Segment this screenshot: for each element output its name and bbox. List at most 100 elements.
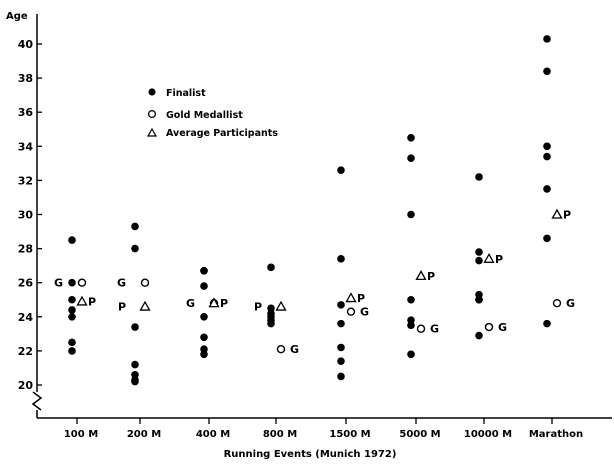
y-tick-label: 24 xyxy=(18,311,34,324)
gold-medallist-label: G xyxy=(290,343,299,356)
finalist-point xyxy=(543,152,551,161)
finalist-point xyxy=(475,331,483,340)
average-participant-point xyxy=(76,295,88,306)
finalist-point xyxy=(131,360,139,369)
finalist-point xyxy=(267,319,275,328)
finalist-point xyxy=(407,350,415,359)
y-tick-label: 28 xyxy=(18,243,33,256)
gold-medallist-label: G xyxy=(498,321,507,334)
y-tick-label: 30 xyxy=(18,209,34,222)
average-participant-point xyxy=(483,253,495,263)
x-tick-label: 200 M xyxy=(127,429,161,440)
y-axis-break xyxy=(31,391,43,411)
x-tick-label: 100 M xyxy=(64,429,98,440)
gold-medallist-point xyxy=(416,324,426,333)
average-participant-label: P xyxy=(427,270,435,283)
finalist-point xyxy=(337,301,345,309)
y-axis-title: Age xyxy=(6,11,28,22)
y-tick-label: 32 xyxy=(18,174,33,187)
legend-average-marker xyxy=(146,127,158,137)
x-tick-label: Marathon xyxy=(529,429,583,440)
finalist-point xyxy=(543,319,551,328)
finalist-point xyxy=(68,278,76,287)
legend: Finalist Gold Medallist Average Particip… xyxy=(146,88,278,139)
finalist-point xyxy=(200,350,208,359)
legend-finalist-label: Finalist xyxy=(166,88,206,99)
x-tick-label: 800 M xyxy=(263,429,297,440)
finalist-point xyxy=(200,282,208,290)
average-participant-label: P xyxy=(563,209,571,222)
legend-gold-marker xyxy=(147,109,157,119)
finalist-point xyxy=(543,67,551,76)
average-participant-point xyxy=(139,300,151,311)
x-tick-label: 1500 M xyxy=(329,429,370,440)
finalist-point xyxy=(407,133,415,142)
y-tick-label: 22 xyxy=(18,345,33,358)
gold-medallist-point xyxy=(484,322,494,332)
finalist-point xyxy=(543,35,551,43)
finalist-point xyxy=(407,210,415,219)
average-participant-point xyxy=(208,297,220,308)
gold-medallist-point xyxy=(346,307,356,316)
average-participant-label: P xyxy=(495,253,503,266)
finalist-point xyxy=(68,236,76,244)
gold-medallist-point xyxy=(552,298,562,308)
average-participant-point xyxy=(275,300,287,311)
average-participant-point xyxy=(345,292,357,303)
y-tick-label: 36 xyxy=(18,106,34,119)
finalist-point xyxy=(475,256,483,265)
x-tick-label: 10000 M xyxy=(464,429,512,440)
ticks-layer: 20 22 24 26 28 30 32 34 36 38 40 100 M 200 M 400 M 800… xyxy=(18,38,583,440)
y-tick-label: 34 xyxy=(18,140,34,153)
average-participant-point xyxy=(551,208,563,219)
finalist-point xyxy=(337,372,345,381)
finalist-point xyxy=(543,142,551,151)
legend-gold-label: Gold Medallist xyxy=(166,110,243,121)
finalist-point xyxy=(407,321,415,330)
finalist-point xyxy=(200,333,208,342)
finalist-point xyxy=(475,248,483,256)
x-axis-title: Running Events (Munich 1972) xyxy=(224,449,397,460)
finalist-point xyxy=(337,319,345,328)
finalist-point xyxy=(131,244,139,253)
finalist-point xyxy=(337,255,345,263)
finalist-point xyxy=(68,347,76,355)
average-participant-label: P xyxy=(118,301,126,314)
y-tick-label: 40 xyxy=(18,38,34,51)
gold-medallist-label: G xyxy=(186,297,195,310)
finalist-point xyxy=(475,173,483,181)
y-tick-label: 38 xyxy=(18,72,33,85)
finalist-point xyxy=(337,343,345,352)
finalist-point xyxy=(475,295,483,304)
gold-medallist-label: G xyxy=(430,323,439,336)
finalist-point xyxy=(131,323,139,331)
gold-medallist-label: G xyxy=(117,277,126,290)
x-tick-label: 5000 M xyxy=(399,429,440,440)
finalist-point xyxy=(68,306,76,314)
finalist-point xyxy=(200,313,208,321)
finalist-point xyxy=(68,295,76,304)
finalist-point xyxy=(68,313,76,321)
average-participant-label: P xyxy=(88,295,96,308)
finalist-point xyxy=(131,222,139,231)
finalist-point xyxy=(131,377,139,386)
gold-medallist-point xyxy=(276,344,286,354)
gold-medallist-label: G xyxy=(566,297,575,310)
average-participant-label: P xyxy=(254,301,262,314)
gold-medallist-point xyxy=(140,278,150,287)
gold-medallist-label: G xyxy=(360,306,369,319)
finalist-point xyxy=(267,263,275,272)
average-participant-label: P xyxy=(357,292,365,305)
x-tick-label: 400 M xyxy=(196,429,230,440)
y-tick-label: 20 xyxy=(18,379,34,392)
gold-medallist-point xyxy=(77,278,87,287)
average-participant-label: P xyxy=(220,297,228,310)
average-participant-point xyxy=(415,270,427,281)
finalist-point xyxy=(337,357,345,365)
finalist-point xyxy=(543,185,551,193)
finalist-point xyxy=(407,154,415,163)
finalist-point xyxy=(337,166,345,174)
y-tick-label: 26 xyxy=(18,277,34,290)
